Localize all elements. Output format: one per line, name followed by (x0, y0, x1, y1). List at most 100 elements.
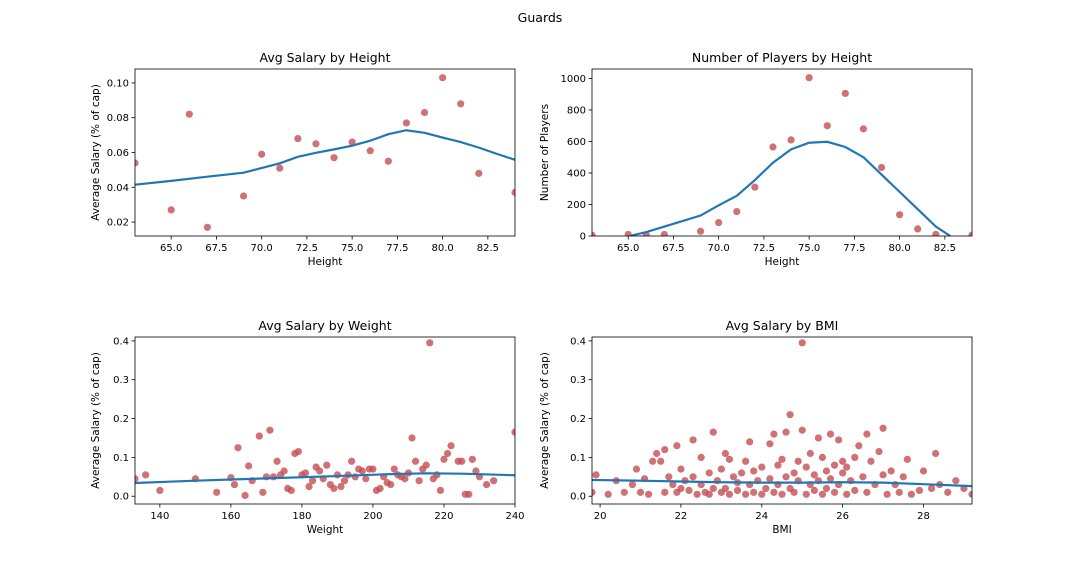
data-point (362, 475, 370, 483)
x-axis-label: Height (308, 256, 343, 268)
axes-frame (134, 68, 516, 237)
x-tick-label: 82.5 (477, 243, 499, 254)
data-point (742, 490, 750, 498)
data-point (620, 488, 628, 496)
data-point (855, 442, 863, 450)
y-tick-label: 600 (567, 137, 586, 148)
data-point (733, 486, 742, 495)
x-tick-label: 24 (755, 511, 768, 522)
data-point (323, 461, 331, 469)
data-point (758, 490, 766, 498)
data-point (915, 486, 924, 495)
data-point (766, 475, 774, 483)
x-tick-label: 28 (917, 511, 930, 522)
data-point (769, 143, 777, 151)
data-point (411, 457, 420, 465)
data-point (790, 469, 798, 477)
data-point (802, 490, 810, 498)
data-point (632, 465, 641, 473)
data-point (968, 490, 972, 498)
data-point (142, 471, 150, 479)
data-point (135, 475, 139, 483)
data-point (944, 488, 952, 496)
y-tick-label: 200 (567, 200, 586, 211)
data-point (273, 457, 281, 465)
plot-area (592, 74, 972, 236)
data-point (863, 488, 871, 496)
data-point (661, 446, 669, 454)
data-point (750, 488, 758, 496)
data-point (932, 449, 940, 458)
data-point (305, 482, 313, 491)
data-point (366, 147, 374, 155)
data-point (408, 434, 416, 442)
data-point (472, 467, 480, 475)
x-tick-label: 20 (594, 511, 607, 522)
y-tick-label: 800 (567, 105, 586, 116)
x-tick-label: 75.0 (341, 243, 363, 254)
data-point (422, 461, 430, 469)
data-point (294, 447, 302, 456)
data-point (835, 436, 843, 444)
data-point (709, 428, 717, 436)
data-point (770, 488, 778, 496)
data-point (269, 473, 278, 481)
data-point (458, 457, 466, 465)
x-tick-label: 220 (434, 511, 453, 522)
x-tick-label: 77.5 (386, 243, 408, 254)
data-point (822, 467, 831, 475)
data-point (280, 467, 288, 475)
data-point (750, 467, 758, 475)
data-point (348, 457, 356, 465)
data-point (877, 163, 886, 172)
data-point (669, 480, 677, 489)
x-tick-label: 22 (675, 511, 688, 522)
y-axis-label: Average Salary (% of cap) (90, 352, 102, 489)
data-point (665, 473, 673, 481)
data-point (301, 469, 310, 477)
data-point (883, 490, 891, 498)
data-point (440, 455, 448, 463)
data-point (717, 465, 725, 473)
data-point (316, 467, 324, 475)
x-tick-label: 70.0 (251, 243, 273, 254)
subplot-title: Avg Salary by Height (260, 50, 391, 65)
data-point (255, 432, 263, 440)
data-point (677, 484, 685, 493)
data-point (689, 473, 697, 481)
y-tick-label: 0.3 (570, 375, 586, 386)
data-point (778, 490, 786, 498)
data-point (604, 490, 612, 498)
y-tick-label: 0.02 (107, 218, 129, 229)
data-point (914, 225, 922, 233)
data-point (376, 484, 384, 493)
data-point (841, 89, 849, 98)
data-point (806, 449, 814, 458)
x-tick-label: 200 (363, 511, 382, 522)
data-point (839, 469, 847, 477)
data-point (927, 484, 936, 493)
data-point (465, 490, 473, 498)
data-point (705, 490, 713, 498)
data-point (239, 192, 248, 200)
data-point (624, 230, 632, 236)
regression-line (135, 472, 515, 485)
data-point (156, 486, 164, 495)
data-point (135, 159, 139, 167)
x-tick-label: 160 (221, 511, 240, 522)
data-point (859, 473, 867, 481)
data-point (337, 482, 345, 491)
data-point (709, 484, 717, 493)
axes-frame (591, 68, 973, 237)
data-point (426, 339, 434, 347)
data-point (896, 211, 904, 219)
data-point (818, 453, 827, 461)
x-tick-label: 75.0 (798, 243, 820, 254)
data-point (213, 488, 221, 496)
data-point (932, 230, 940, 236)
data-point (805, 74, 813, 82)
data-point (697, 453, 705, 461)
data-point (511, 428, 515, 436)
data-point (387, 480, 395, 489)
subplot-title: Number of Players by Height (692, 50, 872, 65)
